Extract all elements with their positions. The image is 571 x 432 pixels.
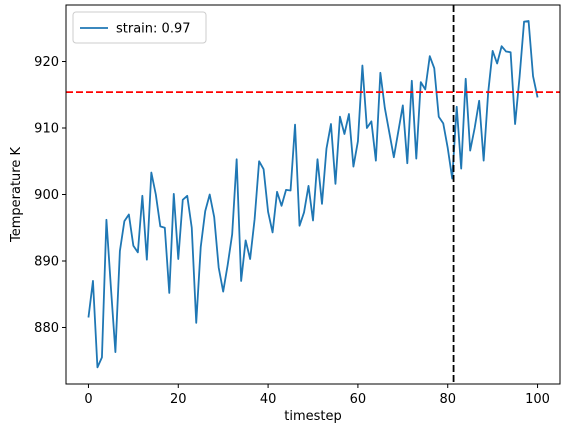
series-line-0	[87, 20, 539, 369]
x-tick-label: 80	[439, 392, 456, 407]
y-tick-label: 880	[34, 321, 59, 336]
legend-box	[72, 11, 207, 44]
x-tick-label: 60	[350, 392, 367, 407]
x-tick-label: 20	[170, 392, 187, 407]
y-tick-label: 900	[34, 188, 59, 203]
legend-label: strain: 0.97	[116, 22, 191, 37]
y-tick-label: 920	[34, 55, 59, 70]
y-tick-label: 890	[34, 254, 59, 269]
x-tick-label: 0	[84, 392, 92, 407]
y-tick-label: 910	[34, 122, 59, 137]
x-axis-label: timestep	[284, 409, 342, 424]
x-tick-label: 40	[260, 392, 277, 407]
plot-area	[66, 5, 560, 384]
legend: strain: 0.97	[72, 11, 207, 44]
axes: 0 20 40 60 80 100 880 890 900 910 920	[34, 4, 561, 407]
x-tick-label: 100	[525, 392, 550, 407]
y-axis-label: Temperature K	[9, 147, 24, 243]
